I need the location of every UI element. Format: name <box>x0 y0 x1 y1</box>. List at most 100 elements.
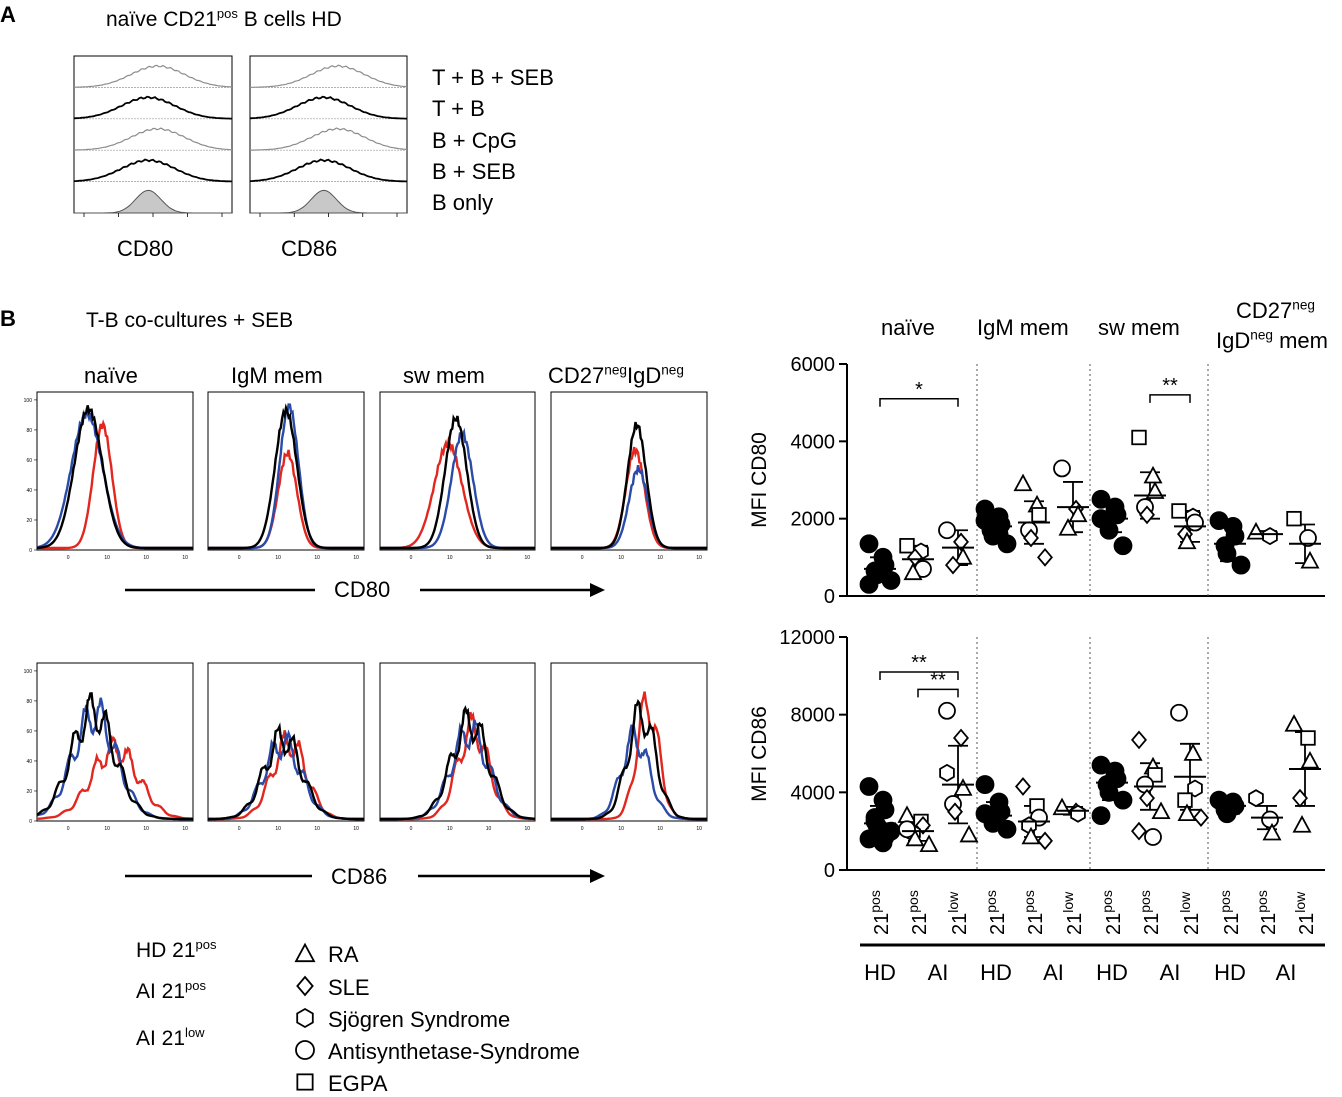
hist-xtick-label: 10 <box>143 555 149 561</box>
data-point-dot <box>873 557 893 577</box>
triangle-icon <box>1300 750 1320 769</box>
square-icon <box>1286 510 1302 527</box>
condition-label-2: T + B <box>432 96 485 121</box>
square-icon <box>1147 767 1163 783</box>
triangle-icon <box>903 562 923 581</box>
hist-xtick-label: 0 <box>410 826 413 832</box>
hist-xtick-label: 0 <box>581 555 584 561</box>
hist-xtick-label: 10 <box>275 826 281 832</box>
square-icon <box>1031 507 1047 523</box>
legend-label-hd21pos: HD 21pos <box>136 937 217 962</box>
y-tick-label: 4000 <box>791 431 836 453</box>
hist-ytick-label: 0 <box>29 819 32 825</box>
x-tick-label: 21low <box>945 891 971 935</box>
panel-a-xlabel-cd86: CD86 <box>281 236 338 261</box>
triangle-icon <box>1177 803 1197 821</box>
data-point-dot <box>859 777 879 796</box>
y-tick-label: 6000 <box>791 354 836 376</box>
square-icon <box>1131 429 1147 446</box>
significance-stars: * <box>915 379 923 401</box>
subset-title-sw-mem: sw mem <box>403 363 485 388</box>
diamond-icon <box>1037 547 1053 567</box>
significance-stars: ** <box>930 669 946 691</box>
group-label: AI <box>1160 960 1181 985</box>
condition-label-5: B only <box>432 190 494 215</box>
hexagon-icon <box>1248 789 1264 808</box>
hist-ytick-label: 80 <box>26 699 32 705</box>
hist-box <box>207 391 365 551</box>
diamond-icon <box>296 975 314 997</box>
subset-title-dn: CD27negIgDneg <box>548 362 684 388</box>
hist-xtick-label: 10 <box>353 555 359 561</box>
hist-box <box>379 662 536 822</box>
data-point-dot <box>859 575 879 594</box>
subset-title-naive: naïve <box>84 363 138 388</box>
hist-xtick-label: 10 <box>486 555 492 561</box>
group-label: HD <box>1096 960 1128 985</box>
triangle-icon <box>1262 822 1282 841</box>
hexagon-icon <box>296 1007 314 1029</box>
histogram-overlay-hd21pos <box>380 414 535 550</box>
hist-xtick-label: 10 <box>104 555 110 561</box>
y-tick-label: 12000 <box>779 627 835 649</box>
hist-xtick-label: 0 <box>410 555 413 561</box>
hist-xtick-label: 10 <box>353 826 359 832</box>
data-point-dot <box>1091 806 1111 826</box>
data-point-dot <box>1099 782 1119 802</box>
triangle-icon <box>959 824 979 843</box>
hist-ytick-label: 20 <box>26 789 32 795</box>
diamond-icon <box>1139 788 1155 808</box>
hist-box <box>550 391 708 551</box>
hist-xtick-label: 10 <box>143 826 149 832</box>
condition-label-1: T + B + SEB <box>432 65 554 90</box>
arrowhead-icon <box>590 583 605 597</box>
histogram-curve <box>250 64 408 88</box>
hist-ytick-label: 100 <box>24 398 33 404</box>
arrowhead-icon <box>590 869 605 883</box>
histogram-curve <box>74 64 233 88</box>
triangle-icon <box>1021 826 1041 845</box>
x-tick-label: 21low <box>1060 891 1086 935</box>
hist-ytick-label: 80 <box>26 428 32 434</box>
x-tick-label: 21low <box>1292 891 1318 935</box>
hist-ytick-label: 40 <box>26 488 32 494</box>
hist-xtick-label: 10 <box>275 555 281 561</box>
triangle-icon <box>1143 465 1163 484</box>
data-point-dot <box>975 804 995 824</box>
data-point-dot <box>1231 555 1251 575</box>
diamond-icon <box>953 728 969 748</box>
legend-label-antisynthetase: Antisynthetase-Syndrome <box>328 1039 580 1064</box>
x-tick-label: 21pos <box>1254 890 1280 935</box>
histogram-curve <box>250 158 407 183</box>
histogram-curve <box>74 158 232 183</box>
triangle-icon <box>1151 801 1171 820</box>
data-point-dot <box>859 534 879 554</box>
circle-icon <box>1261 810 1279 829</box>
legend-label-sjogren: Sjögren Syndrome <box>328 1007 511 1032</box>
y-tick-label: 0 <box>824 860 835 882</box>
triangle-icon <box>905 828 925 847</box>
x-tick-label: 21pos <box>1217 890 1243 935</box>
triangle-icon <box>294 942 316 963</box>
triangle-icon <box>1013 473 1033 492</box>
diamond-icon <box>1193 808 1209 827</box>
cd86-axis-label: CD86 <box>331 864 388 889</box>
hist-xtick-label: 10 <box>314 826 320 832</box>
histogram-overlay-hd21pos <box>208 403 364 550</box>
hexagon-icon <box>1070 804 1086 823</box>
triangle-icon <box>1183 743 1203 761</box>
histogram-curve <box>73 95 232 120</box>
legend-label-ai21pos: AI 21pos <box>136 978 207 1003</box>
diamond-icon <box>1037 831 1053 851</box>
diamond-icon <box>1131 730 1147 750</box>
panel-a-title: naïve CD21pos B cells HD <box>106 6 342 31</box>
triangle-icon <box>919 834 939 853</box>
condition-label-3: B + CpG <box>432 128 517 153</box>
hist-ytick-label: 20 <box>26 518 32 524</box>
x-tick-label: 21pos <box>867 890 893 935</box>
data-point-dot <box>1105 501 1125 521</box>
diamond-icon <box>945 555 961 575</box>
group-label: HD <box>864 960 896 985</box>
histogram-filled <box>250 189 407 214</box>
